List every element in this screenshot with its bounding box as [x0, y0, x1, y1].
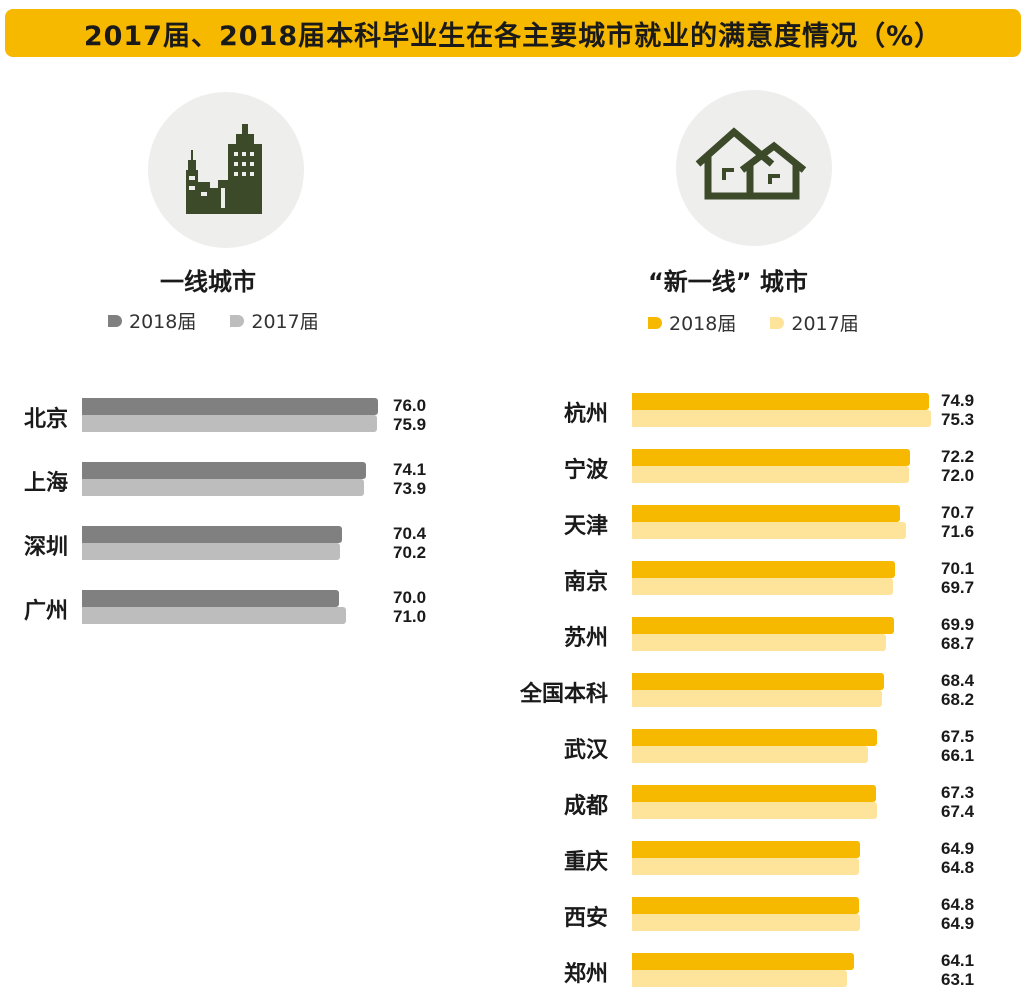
value-label-2017: 69.7 — [941, 578, 975, 597]
legend-item-2018: 2018届 — [108, 307, 196, 334]
tier1-bar-area: 北京 76.0 75.9 上海 74.1 73.9 深圳 70.4 70.2 广州 70.0 71.0 — [0, 80, 470, 1002]
category-label: 成都 — [563, 794, 608, 819]
legend-swatch-2017 — [770, 316, 785, 329]
bar-2017 — [82, 543, 341, 560]
category-label: 深圳 — [23, 535, 68, 560]
bar-2018 — [82, 590, 339, 607]
category-label: 全国本科 — [519, 682, 608, 707]
bar-2017 — [632, 578, 893, 595]
value-label-2018: 67.5 — [941, 727, 975, 746]
bar-2018 — [632, 953, 854, 970]
category-label: 西安 — [563, 906, 608, 931]
value-label-2017: 75.3 — [941, 410, 975, 429]
bar-2018 — [632, 449, 910, 466]
bar-2018 — [632, 505, 900, 522]
value-label-2018: 74.1 — [393, 460, 427, 479]
bar-2017 — [632, 802, 877, 819]
category-label: 宁波 — [563, 458, 608, 483]
bar-2017 — [632, 858, 859, 875]
bar-2017 — [632, 690, 883, 707]
category-label: 北京 — [23, 407, 68, 432]
legend-item-2017: 2017届 — [230, 307, 319, 334]
value-label-2018: 64.8 — [941, 895, 975, 914]
new-tier1-bar-area: 杭州 74.9 75.3 宁波 72.2 72.0 天津 70.7 71.6 南京 70.1 69.7… — [500, 80, 1028, 1002]
value-label-2017: 72.0 — [941, 466, 975, 485]
category-label: 天津 — [563, 514, 608, 539]
legend-item-2018: 2018届 — [648, 309, 736, 336]
category-label: 杭州 — [563, 402, 608, 427]
legend-label-2018: 2018届 — [669, 313, 737, 335]
bar-2017 — [632, 522, 906, 539]
bar-2017 — [632, 466, 909, 483]
value-label-2018: 70.4 — [393, 524, 427, 543]
value-label-2018: 67.3 — [941, 783, 975, 802]
category-label: 武汉 — [563, 738, 608, 763]
bar-2018 — [632, 673, 884, 690]
value-label-2017: 71.6 — [941, 522, 975, 541]
value-label-2017: 66.1 — [941, 746, 975, 765]
bar-2017 — [632, 410, 932, 427]
new-tier1-panel-title: “新一线” 城市 — [648, 268, 808, 296]
legend-swatch-2018 — [108, 314, 122, 327]
value-label-2017: 64.8 — [941, 858, 975, 877]
tier1-legend: 2018届 2017届 — [108, 307, 353, 334]
value-label-2017: 70.2 — [393, 543, 427, 562]
bar-2018 — [632, 729, 878, 746]
bar-2018 — [82, 398, 378, 415]
value-label-2017: 64.9 — [941, 914, 975, 933]
legend-swatch-2018 — [648, 316, 662, 329]
tier1-panel-title: 一线城市 — [160, 268, 256, 296]
new-tier1-panel: “新一线” 城市 2018届 2017届 杭州 74.9 75.3 宁波 72.2 72.… — [500, 80, 1028, 1002]
bar-2018 — [632, 841, 860, 858]
category-label: 苏州 — [563, 626, 608, 651]
value-label-2018: 76.0 — [393, 396, 427, 415]
bar-2017 — [632, 970, 848, 987]
bar-2017 — [632, 746, 868, 763]
bar-2018 — [632, 617, 895, 634]
city-buildings-icon — [148, 92, 304, 248]
bar-2018 — [632, 897, 859, 914]
legend-label-2017: 2017届 — [251, 311, 319, 333]
value-label-2018: 70.1 — [941, 559, 975, 578]
bar-2018 — [632, 561, 896, 578]
bar-2017 — [632, 634, 886, 651]
category-label: 上海 — [23, 471, 68, 496]
value-label-2018: 64.9 — [941, 839, 975, 858]
value-label-2018: 68.4 — [941, 671, 975, 690]
houses-icon — [676, 90, 832, 246]
legend-item-2017: 2017届 — [770, 309, 859, 336]
value-label-2017: 67.4 — [941, 802, 975, 821]
bar-2017 — [632, 914, 860, 931]
new-tier1-legend: 2018届 2017届 — [648, 309, 893, 336]
value-label-2017: 73.9 — [393, 479, 427, 498]
value-label-2018: 74.9 — [941, 391, 975, 410]
bar-2017 — [82, 479, 365, 496]
tier1-panel: 一线城市 2018届 2017届 北京 76.0 75.9 上海 74.1 73.9 深圳 7… — [0, 80, 470, 1002]
legend-label-2017: 2017届 — [791, 313, 859, 335]
legend-label-2018: 2018届 — [129, 311, 197, 333]
value-label-2017: 68.2 — [941, 690, 975, 709]
legend-swatch-2017 — [230, 314, 245, 327]
bar-2018 — [632, 393, 929, 410]
category-label: 南京 — [563, 570, 608, 595]
value-label-2018: 70.7 — [941, 503, 975, 522]
bar-2017 — [82, 415, 378, 432]
bar-2018 — [82, 462, 366, 479]
value-label-2018: 70.0 — [393, 588, 427, 607]
category-label: 广州 — [23, 599, 68, 624]
bar-2018 — [632, 785, 877, 802]
value-label-2017: 63.1 — [941, 970, 975, 989]
bar-2017 — [82, 607, 346, 624]
value-label-2018: 69.9 — [941, 615, 975, 634]
category-label: 郑州 — [563, 962, 608, 987]
value-label-2017: 68.7 — [941, 634, 975, 653]
value-label-2018: 64.1 — [941, 951, 975, 970]
title-bar: 2017届、2018届本科毕业生在各主要城市就业的满意度情况（%） — [5, 9, 1021, 57]
chart-title: 2017届、2018届本科毕业生在各主要城市就业的满意度情况（%） — [83, 20, 943, 52]
value-label-2018: 72.2 — [941, 447, 975, 466]
bar-2018 — [82, 526, 342, 543]
value-label-2017: 75.9 — [393, 415, 427, 434]
value-label-2017: 71.0 — [393, 607, 427, 626]
category-label: 重庆 — [563, 850, 608, 875]
